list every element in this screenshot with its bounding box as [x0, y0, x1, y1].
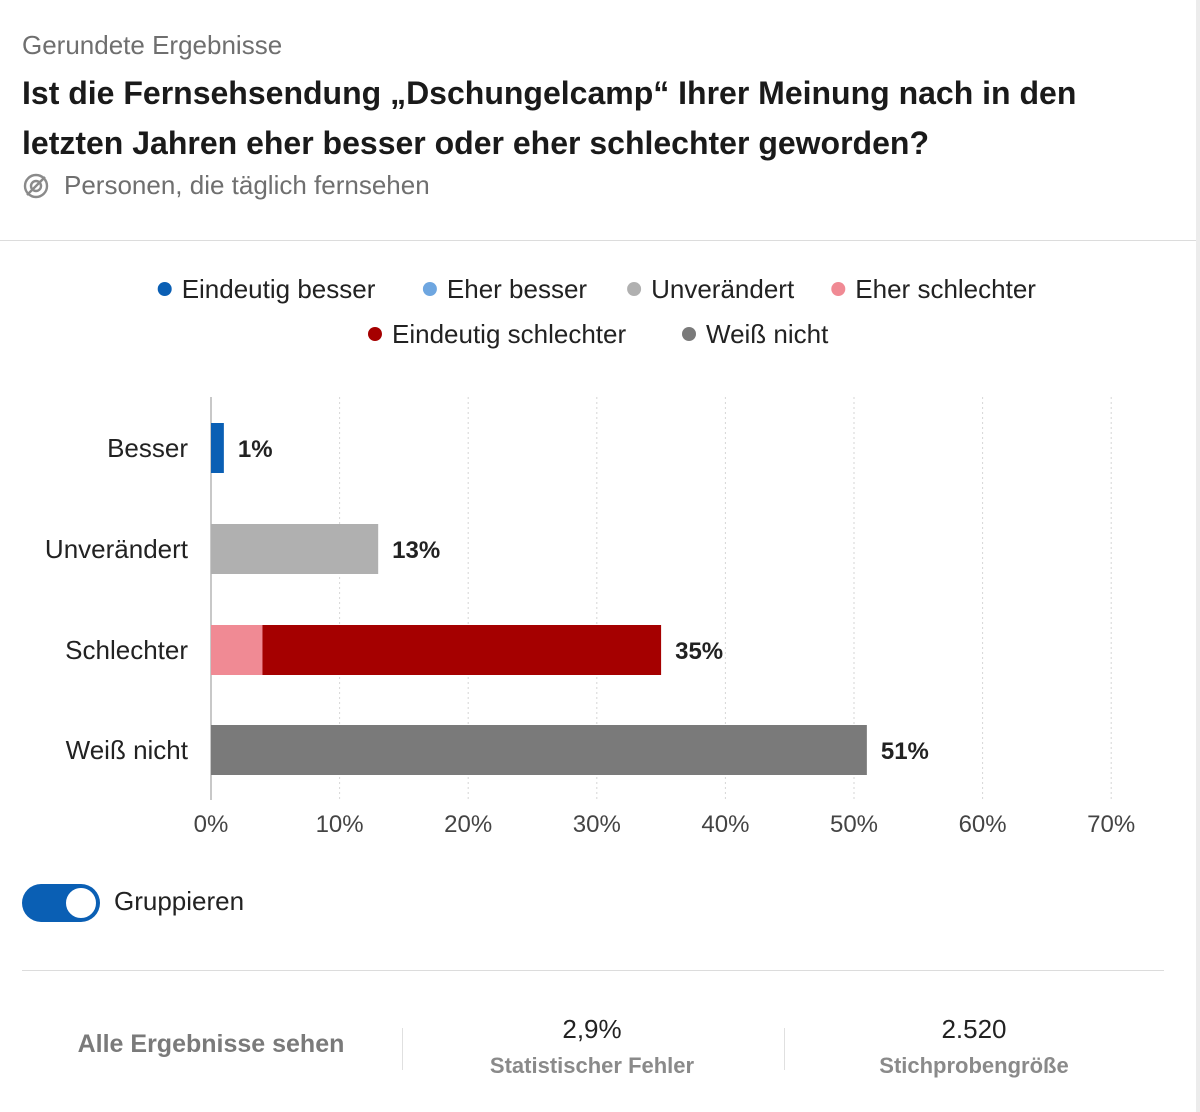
legend-marker	[831, 282, 846, 296]
x-tick-label: 10%	[316, 811, 364, 838]
legend-marker	[368, 327, 382, 341]
legend-label: Weiß nicht	[706, 319, 829, 349]
filter-icon	[23, 173, 49, 198]
bar-segment	[262, 625, 662, 675]
audience-label: Personen, die täglich fernsehen	[64, 170, 430, 200]
legend-marker	[422, 282, 437, 296]
footer-divider	[22, 970, 1164, 971]
legend-label: Eher besser	[447, 274, 588, 304]
sample-size: 2.520 Stichprobengröße	[784, 1014, 1164, 1079]
x-tick-label: 60%	[959, 811, 1007, 838]
error-label: Statistischer Fehler	[489, 1053, 695, 1078]
sample-value: 2.520	[941, 1014, 1007, 1044]
x-tick-label: 40%	[701, 811, 749, 838]
legend-marker	[157, 282, 172, 296]
legend-label: Eindeutig schlechter	[392, 319, 626, 349]
legend-label: Eindeutig besser	[182, 274, 376, 304]
legend-marker	[682, 327, 696, 341]
toggle-knob[interactable]	[64, 886, 98, 920]
legend-label: Eher schlechter	[855, 274, 1036, 304]
data-label: 51%	[881, 738, 929, 765]
x-tick-label: 70%	[1087, 811, 1135, 838]
sample-label: Stichprobengröße	[879, 1053, 1069, 1078]
header-divider	[0, 240, 1196, 241]
scrollbar-track	[1196, 0, 1200, 1112]
data-label: 35%	[675, 638, 723, 665]
data-label: 1%	[238, 436, 273, 463]
x-tick-label: 30%	[573, 811, 621, 838]
audience-filter: Personen, die täglich fernsehen	[22, 170, 430, 201]
bar-segment	[211, 423, 224, 473]
statistical-error: 2,9% Statistischer Fehler	[402, 1014, 782, 1079]
group-toggle-label: Gruppieren	[114, 886, 245, 916]
all-results-link[interactable]: Alle Ergebnisse sehen	[77, 1030, 345, 1058]
footer-separator	[402, 1028, 403, 1070]
legend-label: Unverändert	[651, 274, 795, 304]
category-label: Schlechter	[65, 635, 188, 665]
footer-separator	[784, 1028, 785, 1070]
data-label: 13%	[392, 537, 440, 564]
x-tick-label: 50%	[830, 811, 878, 838]
bar-segment	[211, 625, 263, 675]
group-toggle[interactable]	[22, 884, 100, 922]
error-value: 2,9%	[562, 1014, 622, 1044]
results-kicker: Gerundete Ergebnisse	[22, 30, 283, 60]
legend-marker	[627, 282, 642, 296]
category-label: Unverändert	[45, 534, 189, 564]
question-title: Ist die Fernsehsendung „Dschungelcamp“ I…	[22, 75, 1077, 161]
bar-chart: Eindeutig besser Eher besser Unverändert Eh…	[45, 274, 1135, 838]
category-label: Besser	[107, 433, 188, 463]
x-tick-label: 20%	[444, 811, 492, 838]
bar-segment	[211, 524, 379, 574]
category-label: Weiß nicht	[66, 735, 189, 765]
bar-segment	[211, 725, 867, 775]
x-tick-label: 0%	[194, 811, 229, 838]
